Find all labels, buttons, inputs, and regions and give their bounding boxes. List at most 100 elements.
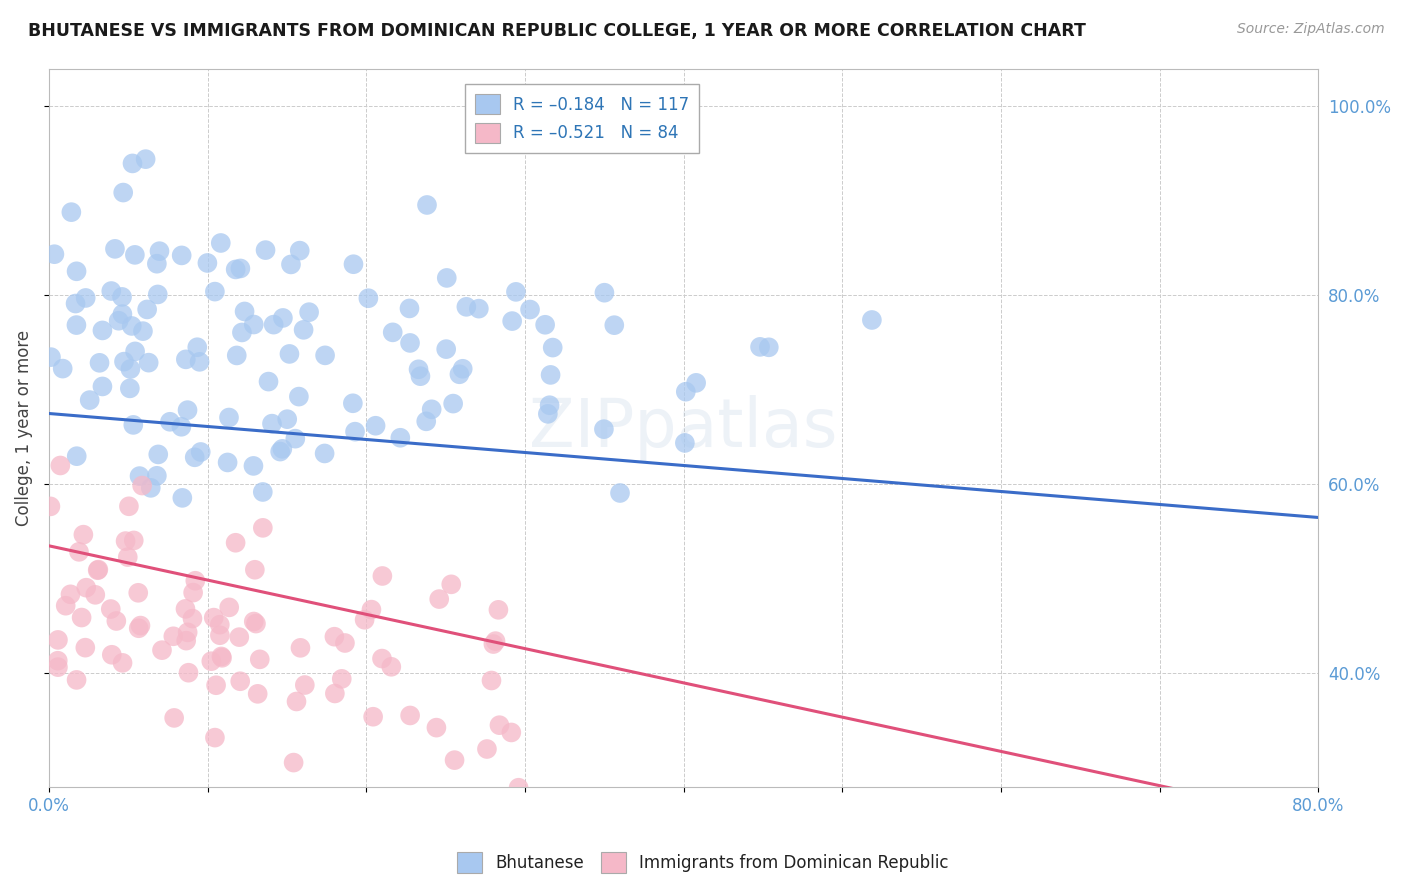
Point (46, 660, 69, 674)
Point (443, 753, 465, 767)
Point (202, 610, 225, 624)
Point (294, 678, 316, 692)
Point (288, 390, 311, 404)
Point (449, 368, 471, 382)
Point (200, 654, 222, 668)
Point (381, 326, 404, 340)
Point (364, 418, 387, 433)
Point (174, 352, 197, 367)
Point (121, 318, 143, 333)
Point (353, 613, 375, 627)
Legend: Bhutanese, Immigrants from Dominican Republic: Bhutanese, Immigrants from Dominican Rep… (450, 846, 956, 880)
Point (121, 156, 143, 170)
Point (609, 486, 631, 500)
Point (60, 205, 83, 219)
Point (399, 708, 422, 723)
Point (159, 415, 181, 429)
Point (284, 432, 307, 446)
Point (135, 152, 157, 166)
Point (278, 347, 301, 361)
Text: Source: ZipAtlas.com: Source: ZipAtlas.com (1237, 22, 1385, 37)
Point (242, 458, 264, 473)
Point (120, 362, 142, 376)
Point (209, 649, 232, 664)
Point (427, 592, 450, 607)
Point (323, 630, 346, 644)
Point (39, 350, 62, 364)
Point (451, 361, 474, 376)
Point (112, 186, 135, 200)
Point (205, 678, 228, 692)
Point (229, 674, 252, 689)
Point (344, 425, 367, 439)
Point (242, 615, 264, 629)
Point (468, 301, 491, 316)
Point (105, 614, 128, 628)
Point (174, 602, 197, 616)
Point (269, 444, 291, 458)
Point (117, 550, 139, 565)
Point (254, 243, 277, 257)
Point (314, 446, 336, 460)
Point (52, 361, 75, 376)
Point (288, 244, 311, 258)
Point (128, 621, 150, 635)
Point (65, 318, 87, 332)
Point (342, 257, 364, 271)
Point (79, 393, 101, 408)
Point (541, 341, 564, 355)
Point (128, 469, 150, 483)
Point (146, 257, 169, 271)
Point (252, 485, 274, 500)
Point (204, 731, 226, 745)
Point (70, 610, 93, 624)
Point (208, 617, 231, 632)
Point (229, 261, 252, 276)
Point (111, 656, 134, 670)
Point (593, 285, 616, 300)
Point (482, 637, 505, 651)
Point (333, 636, 356, 650)
Point (65, 673, 87, 687)
Point (104, 242, 127, 256)
Point (181, 585, 204, 599)
Point (124, 248, 146, 262)
Point (65, 264, 87, 278)
Point (138, 356, 160, 370)
Point (749, 340, 772, 354)
Point (225, 262, 247, 277)
Point (588, 798, 610, 813)
Point (371, 569, 394, 583)
Point (371, 651, 394, 665)
Point (505, 285, 527, 299)
Point (242, 318, 264, 332)
Point (84, 588, 107, 602)
Point (538, 398, 561, 412)
Point (46, 632, 69, 647)
Point (271, 310, 294, 325)
Point (72, 527, 94, 541)
Point (271, 442, 294, 456)
Text: BHUTANESE VS IMMIGRANTS FROM DOMINICAN REPUBLIC COLLEGE, 1 YEAR OR MORE CORRELAT: BHUTANESE VS IMMIGRANTS FROM DOMINICAN R… (28, 22, 1085, 40)
Point (87, 563, 110, 577)
Point (67, 545, 90, 559)
Point (330, 672, 353, 686)
Point (129, 618, 152, 632)
Y-axis label: College, 1 year or more: College, 1 year or more (15, 330, 32, 525)
Point (39, 500, 62, 514)
Point (434, 342, 457, 356)
Point (127, 586, 149, 600)
Point (481, 673, 503, 688)
Point (298, 305, 321, 319)
Point (100, 284, 122, 298)
Point (409, 369, 432, 384)
Point (172, 491, 194, 505)
Point (673, 436, 696, 450)
Point (290, 640, 312, 655)
Point (197, 256, 219, 270)
Point (380, 660, 402, 674)
Point (243, 563, 266, 577)
Point (218, 600, 240, 615)
Point (249, 652, 271, 666)
Point (436, 271, 458, 285)
